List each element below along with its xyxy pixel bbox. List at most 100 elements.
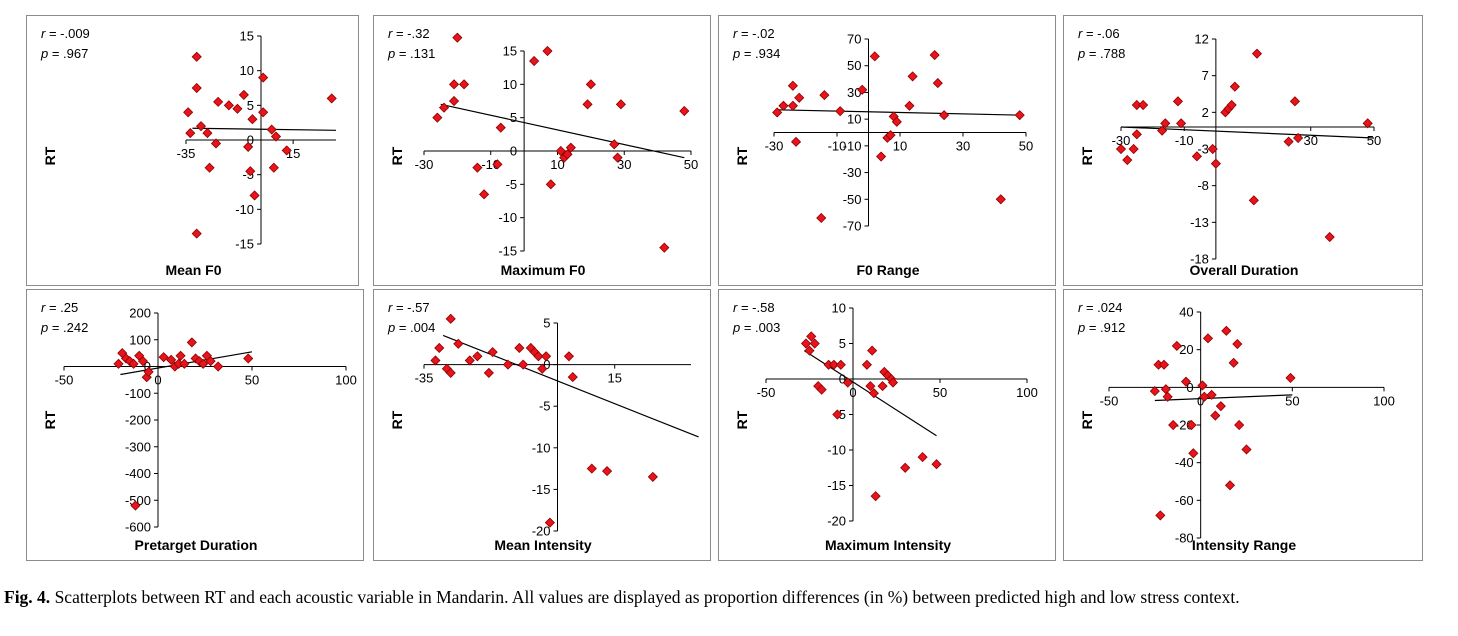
y-axis-label: RT — [389, 146, 405, 165]
data-point — [1324, 231, 1335, 243]
data-point — [929, 49, 940, 61]
data-point — [800, 338, 812, 349]
y-tick-label: 0 — [144, 359, 151, 374]
data-point — [787, 100, 798, 111]
data-point — [1362, 118, 1373, 129]
y-tick-label: -20 — [532, 524, 551, 539]
data-point — [210, 138, 222, 149]
data-point — [213, 96, 224, 107]
data-point — [907, 71, 918, 82]
data-point — [1228, 357, 1239, 368]
y-tick-label: 0 — [1186, 380, 1193, 395]
data-point — [483, 367, 494, 378]
data-point — [931, 459, 942, 470]
stat-text: r = -.32 — [388, 26, 430, 41]
y-tick-label: -20 — [1175, 418, 1194, 433]
y-tick-label: -50 — [843, 192, 862, 207]
trend-line — [777, 109, 1020, 116]
stat-text: p = .003 — [732, 320, 780, 335]
x-axis-label: Maximum F0 — [501, 262, 586, 278]
data-point — [268, 162, 279, 173]
data-point — [213, 361, 224, 372]
data-point — [191, 82, 202, 94]
data-point — [448, 79, 460, 90]
stat-text: p = .788 — [1077, 46, 1125, 61]
y-tick-label: 0 — [839, 372, 846, 387]
data-point — [1128, 143, 1139, 155]
data-point — [1168, 419, 1179, 431]
data-point — [1191, 151, 1202, 162]
y-tick-label: -5 — [506, 177, 518, 192]
stat-text: p = .004 — [387, 320, 435, 335]
stat-text: r = -.57 — [388, 300, 430, 315]
data-point — [540, 351, 552, 362]
data-point — [464, 355, 475, 366]
x-tick-label: 0 — [849, 385, 856, 400]
y-tick-label: -80 — [1175, 531, 1194, 546]
data-point — [472, 351, 483, 362]
data-point — [245, 166, 256, 177]
data-point — [432, 112, 443, 123]
data-point — [567, 372, 578, 383]
x-tick-label: 50 — [684, 157, 698, 172]
data-point — [679, 105, 690, 117]
data-point — [804, 345, 815, 356]
trend-line — [1154, 394, 1293, 402]
data-point — [778, 100, 789, 111]
data-point — [545, 179, 556, 190]
y-tick-label: 7 — [1202, 68, 1209, 83]
stat-text: r = -.02 — [733, 26, 775, 41]
y-tick-label: -30 — [843, 165, 862, 180]
data-point — [939, 110, 950, 121]
x-tick-label: 0 — [154, 373, 161, 388]
y-tick-label: -15 — [498, 244, 517, 259]
data-point — [615, 99, 626, 110]
data-point — [609, 139, 620, 150]
data-point — [1289, 96, 1301, 107]
data-point — [891, 116, 902, 127]
x-tick-label: 15 — [607, 371, 621, 386]
data-point — [1232, 338, 1243, 350]
data-point — [185, 128, 196, 139]
y-tick-label: -500 — [125, 493, 151, 508]
data-point — [865, 381, 876, 392]
y-tick-label: 30 — [847, 85, 861, 100]
x-tick-label: 10 — [893, 139, 907, 154]
data-point — [238, 89, 249, 100]
data-point — [1157, 125, 1168, 136]
stat-text: r = -.58 — [733, 300, 775, 315]
data-point — [191, 51, 202, 62]
figure-caption: Fig. 4. Scatterplots between RT and each… — [4, 586, 1444, 609]
x-tick-label: 30 — [956, 139, 970, 154]
y-tick-label: 0 — [247, 133, 254, 148]
y-tick-label: -70 — [843, 219, 862, 234]
x-tick-label: 50 — [1367, 133, 1381, 148]
scatter-svg: -18 -13 -8 -3 2 7 12 -30 -10 30 50 r = -.06 p = .788… — [1077, 26, 1381, 278]
data-point — [1155, 510, 1166, 521]
y-tick-label: 15 — [503, 44, 517, 59]
y-tick-label: 12 — [1194, 32, 1208, 47]
data-point — [585, 79, 596, 90]
data-point — [1283, 136, 1294, 147]
y-tick-label: 0 — [510, 144, 517, 159]
data-point — [128, 358, 139, 369]
y-axis-label: RT — [734, 146, 750, 165]
stat-text: r = -.06 — [1078, 26, 1120, 41]
data-point — [832, 409, 843, 420]
y-tick-label: -18 — [1190, 252, 1209, 267]
data-point — [1229, 81, 1240, 92]
data-point — [223, 100, 234, 111]
data-point — [243, 353, 254, 364]
data-point — [1172, 96, 1183, 107]
data-point — [204, 162, 215, 173]
y-axis-label: RT — [734, 410, 750, 429]
y-tick-label: 20 — [1179, 342, 1193, 357]
data-point — [1293, 132, 1304, 144]
y-tick-label: -10 — [235, 202, 254, 217]
y-tick-label: -5 — [539, 399, 551, 414]
y-axis-label: RT — [1079, 410, 1095, 429]
data-point — [1241, 444, 1252, 455]
x-tick-label: -50 — [1100, 393, 1119, 408]
